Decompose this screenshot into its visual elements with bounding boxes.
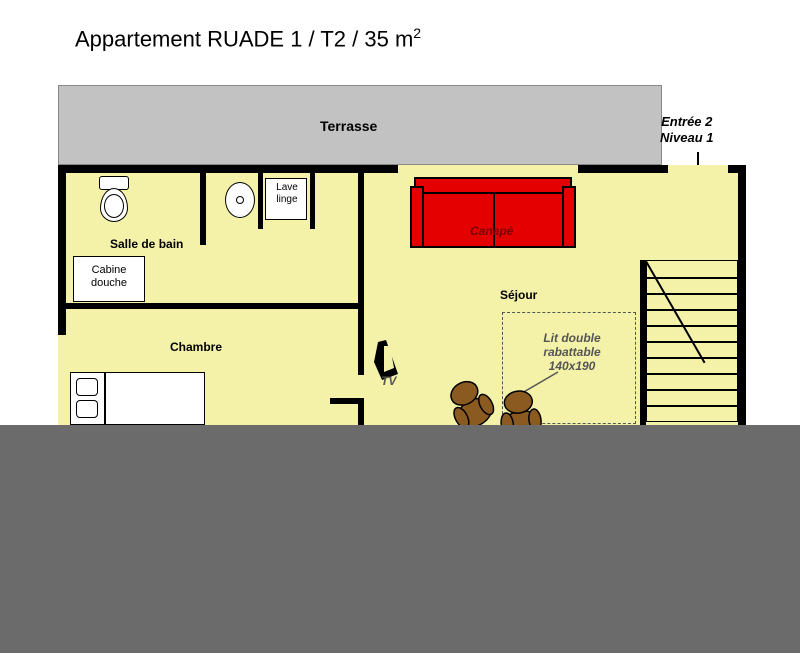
foldbed-l2: rabattable (543, 345, 600, 359)
foldbed-label: Lit double rabattable 140x190 (522, 332, 622, 373)
salle-de-bain-label: Salle de bain (110, 237, 183, 251)
cabine-label: Cabine douche (78, 264, 140, 289)
lave-linge-label: Lave linge (270, 182, 304, 205)
floorplan-canvas: Appartement RUADE 1 / T2 / 35 m2 Terrass… (0, 0, 800, 653)
entry-line1: Entrée 2 (661, 114, 712, 129)
pillow-2 (76, 400, 98, 418)
cabine-l2: douche (91, 277, 127, 289)
plan-title-text: Appartement RUADE 1 / T2 / 35 m (75, 26, 413, 51)
tv-label: TV (381, 375, 396, 389)
wall-door-jamb (330, 398, 364, 404)
wall-lave-div2 (310, 173, 315, 229)
sofa-arm-right (562, 186, 576, 248)
wall-hall-upper (358, 303, 364, 375)
terrasse-label: Terrasse (320, 118, 377, 134)
sofa-label: Canapé (470, 224, 513, 238)
wall-left (58, 165, 66, 335)
stairs (646, 260, 738, 422)
wall-right (738, 165, 746, 425)
wall-wc-div (200, 173, 206, 245)
door-entry (668, 165, 728, 173)
foldbed-l1: Lit double (543, 331, 600, 345)
sink-drain (236, 196, 244, 204)
wall-bath-right (358, 165, 364, 309)
door-terrasse (398, 165, 578, 173)
lave-l1: Lave (276, 182, 298, 193)
toilet-seat (104, 194, 124, 218)
sejour-label: Séjour (500, 288, 537, 302)
wall-lave-div (258, 173, 263, 229)
entry-label: Entrée 2 Niveau 1 (660, 114, 713, 145)
plan-title: Appartement RUADE 1 / T2 / 35 m2 (75, 25, 421, 52)
plan-title-sup: 2 (413, 25, 421, 41)
cabine-l1: Cabine (92, 264, 127, 276)
bed-line (104, 372, 106, 425)
sofa-split (493, 192, 495, 248)
wall-bath-bottom (58, 303, 364, 309)
entry-line2: Niveau 1 (660, 130, 713, 145)
lave-l2: linge (276, 194, 297, 205)
chambre-label: Chambre (170, 340, 222, 354)
pillow-1 (76, 378, 98, 396)
cropped-overlay (0, 425, 800, 653)
